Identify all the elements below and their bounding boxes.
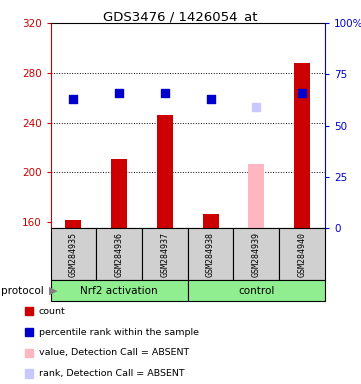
Bar (51, 280, 188, 301)
Bar (111, 159, 127, 228)
Bar (294, 63, 310, 228)
Point (162, 90, 168, 96)
Text: count: count (39, 307, 65, 316)
Bar (65, 220, 82, 228)
Text: Nrf2 activation: Nrf2 activation (80, 286, 158, 296)
Bar (142, 228, 188, 280)
Bar (51, 228, 96, 280)
Bar (248, 164, 264, 228)
Text: ▶: ▶ (49, 286, 57, 296)
Bar (279, 228, 325, 280)
Bar (234, 228, 279, 280)
Text: rank, Detection Call = ABSENT: rank, Detection Call = ABSENT (39, 369, 184, 378)
Text: GSM284939: GSM284939 (252, 232, 261, 277)
Bar (157, 115, 173, 228)
Text: GSM284940: GSM284940 (297, 232, 306, 277)
Bar (203, 214, 219, 228)
Text: GSM284935: GSM284935 (69, 232, 78, 277)
Text: control: control (238, 286, 274, 296)
Point (253, 104, 259, 110)
Text: percentile rank within the sample: percentile rank within the sample (39, 328, 199, 336)
Text: GDS3476 / 1426054_at: GDS3476 / 1426054_at (103, 10, 258, 23)
Bar (96, 228, 142, 280)
Point (208, 96, 213, 102)
Point (70, 96, 76, 102)
Text: value, Detection Call = ABSENT: value, Detection Call = ABSENT (39, 348, 189, 357)
Bar (188, 228, 234, 280)
Text: GSM284937: GSM284937 (160, 232, 169, 277)
Point (299, 90, 305, 96)
Bar (188, 280, 325, 301)
Text: GSM284938: GSM284938 (206, 232, 215, 277)
Text: GSM284936: GSM284936 (115, 232, 123, 277)
Point (116, 90, 122, 96)
Text: protocol: protocol (1, 286, 47, 296)
